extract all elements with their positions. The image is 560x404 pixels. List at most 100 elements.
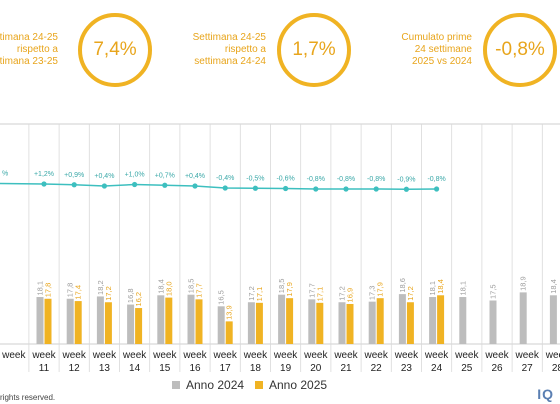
x-tick-label: week bbox=[515, 350, 540, 361]
x-tick-label: 17 bbox=[220, 363, 232, 374]
bar-label-2024: 16,8 bbox=[126, 288, 135, 303]
x-tick-label: 23 bbox=[401, 363, 413, 374]
kpi-circle-yoy-change: 1,7% bbox=[277, 13, 351, 87]
bar-2025 bbox=[255, 302, 263, 344]
x-tick-label: 14 bbox=[129, 363, 141, 374]
kpi-text-weekly-vs-prev-year: Settimana 24-25 rispetto a settimana 24-… bbox=[176, 32, 266, 68]
kpi-line: Settimana 24-25 bbox=[0, 32, 58, 43]
variation-label: -0,9% bbox=[397, 176, 415, 183]
kpi-line: 2025 vs 2024 bbox=[411, 56, 472, 67]
kpi-value: -0,8% bbox=[495, 39, 545, 60]
bar-2024 bbox=[368, 301, 376, 344]
legend-label: Anno 2024 bbox=[186, 378, 245, 392]
bar-label-2024: 18,5 bbox=[277, 279, 286, 294]
kpi-circle-weekly-change: 7,4% bbox=[78, 13, 152, 87]
x-tick-label: 19 bbox=[280, 363, 292, 374]
x-tick-label: 25 bbox=[461, 363, 473, 374]
kpi-line: Settimana 24-25 bbox=[192, 32, 266, 43]
variation-point bbox=[283, 185, 289, 192]
bar-label-2024: 18,2 bbox=[96, 280, 105, 295]
bar-2024 bbox=[36, 297, 44, 344]
kpi-line: rispetto a bbox=[16, 44, 58, 55]
kpi-line: settimana 24-24 bbox=[194, 56, 266, 67]
bar-label-2024: 17,2 bbox=[247, 286, 256, 301]
copyright-footer: rights reserved. bbox=[0, 393, 56, 402]
bar-2024 bbox=[278, 294, 286, 344]
variation-label: +0,9% bbox=[64, 172, 84, 179]
bar-2025 bbox=[225, 321, 233, 344]
bar-2024 bbox=[187, 294, 195, 344]
bar-2024 bbox=[247, 302, 255, 344]
x-tick-label: 12 bbox=[69, 363, 81, 374]
bar-2025 bbox=[44, 298, 52, 344]
bar-2024 bbox=[429, 297, 437, 344]
bar-label-2024: 17,2 bbox=[338, 286, 347, 301]
x-tick-label: week bbox=[454, 350, 479, 361]
bar-2025 bbox=[376, 298, 384, 344]
variation-point bbox=[222, 185, 228, 191]
bar-label-2024: 18,9 bbox=[519, 276, 528, 291]
x-tick-label: 18 bbox=[250, 363, 262, 374]
bar-label-2025: 17,1 bbox=[315, 287, 324, 302]
kpi-line: 24 settimane bbox=[414, 44, 472, 55]
x-tick-label: 16 bbox=[189, 363, 201, 374]
kpi-text-weekly-vs-prev-week: Settimana 24-25 rispetto a settimana 23-… bbox=[0, 32, 58, 68]
bar-2024 bbox=[338, 302, 346, 344]
bar-label-2025: 17,9 bbox=[376, 282, 385, 297]
bar-2024 bbox=[549, 295, 557, 344]
variation-line bbox=[0, 182, 437, 191]
bar-label-2025: 17,4 bbox=[74, 285, 83, 300]
bar-2024 bbox=[398, 294, 406, 344]
kpi-line: Cumulato prime bbox=[401, 32, 472, 43]
kpi-line: settimana 23-25 bbox=[0, 56, 58, 67]
bar-label-2025: 13,9 bbox=[225, 305, 234, 320]
bar-2025 bbox=[437, 295, 445, 344]
bar-label-2024: 18,4 bbox=[549, 279, 558, 294]
bar-label-2025: 18,0 bbox=[164, 281, 173, 296]
bar-2025 bbox=[286, 298, 294, 344]
legend-item-2025: Anno 2025 bbox=[255, 378, 327, 392]
bar-label-2024: 18,1 bbox=[458, 281, 467, 296]
x-tick-label: 27 bbox=[522, 363, 534, 374]
variation-label: +0,4% bbox=[94, 173, 114, 180]
x-tick-label: week bbox=[303, 350, 328, 361]
variation-point bbox=[132, 181, 138, 188]
x-tick-label: week bbox=[92, 350, 117, 361]
bar-label-2024: 18,5 bbox=[187, 279, 196, 294]
bar-label-2025: 17,8 bbox=[44, 283, 53, 298]
kpi-value: 1,7% bbox=[292, 39, 336, 60]
variation-label: -0,8% bbox=[307, 176, 325, 183]
bar-2025 bbox=[104, 302, 112, 344]
variation-label: -0,5% bbox=[246, 175, 264, 182]
variation-point bbox=[343, 186, 349, 192]
variation-point bbox=[162, 182, 168, 188]
x-tick-label: 15 bbox=[159, 363, 171, 374]
x-tick-label: 11 bbox=[39, 363, 50, 374]
bar-2025 bbox=[316, 302, 324, 344]
bar-label-2025: 18,4 bbox=[436, 279, 445, 294]
variation-point bbox=[252, 185, 258, 191]
x-tick-label: week bbox=[182, 350, 207, 361]
variation-point bbox=[403, 186, 409, 192]
x-tick-label: 21 bbox=[340, 363, 352, 374]
kpi-circle-cumulative-change: -0,8% bbox=[483, 13, 557, 87]
x-tick-label: week bbox=[484, 350, 509, 361]
x-tick-label: week bbox=[122, 350, 147, 361]
variation-label: -0,8% bbox=[337, 176, 355, 183]
bar-label-2024: 17,8 bbox=[66, 283, 75, 298]
bar-2024 bbox=[127, 304, 135, 344]
company-logo: IQ bbox=[537, 386, 554, 402]
bar-label-2025: 17,9 bbox=[285, 282, 294, 297]
x-tick-label: week bbox=[394, 350, 419, 361]
x-tick-label: week bbox=[152, 350, 177, 361]
bar-label-2024: 17,7 bbox=[307, 283, 316, 298]
bar-label-2024: 16,5 bbox=[217, 290, 226, 305]
bar-label-2024: 18,6 bbox=[398, 278, 407, 293]
x-tick-label: week bbox=[424, 350, 449, 361]
variation-label: +0,7% bbox=[155, 172, 175, 179]
legend-swatch-2025 bbox=[255, 381, 263, 389]
x-tick-label: 20 bbox=[310, 363, 322, 374]
x-tick-label: 13 bbox=[99, 363, 111, 374]
bar-2024 bbox=[217, 306, 225, 344]
x-tick-label: 28 bbox=[552, 363, 560, 374]
